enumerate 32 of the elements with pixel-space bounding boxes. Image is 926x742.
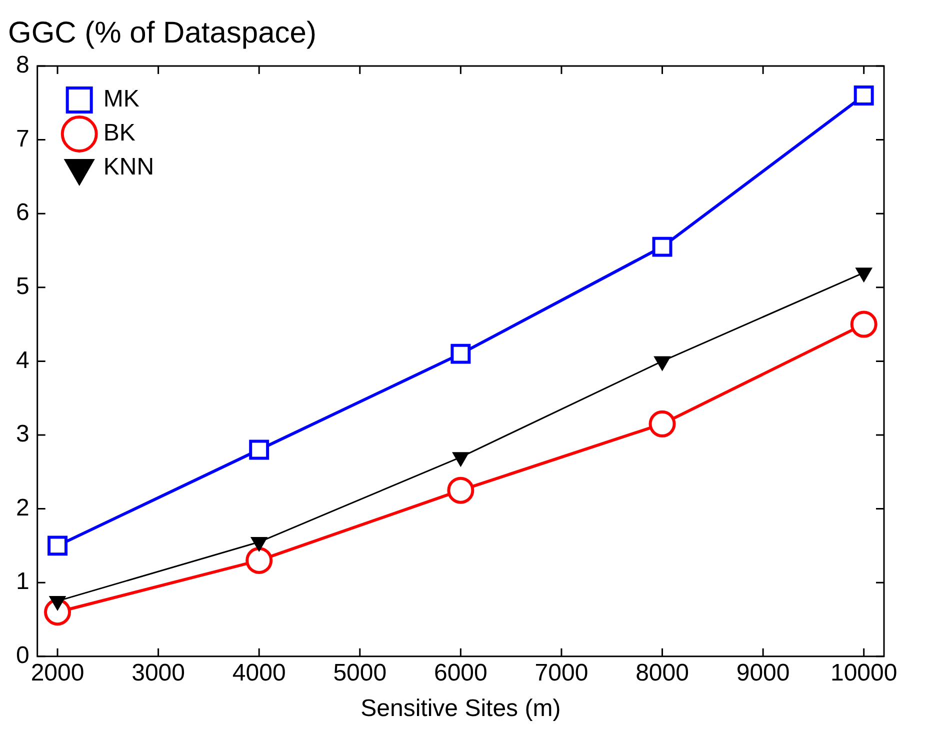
x-tick-label: 2000	[30, 659, 84, 686]
point	[652, 236, 672, 257]
y-tick-label: 6	[16, 199, 30, 226]
point	[48, 536, 68, 556]
legend-label: KNN	[103, 154, 154, 181]
x-tick-label: 3000	[132, 659, 185, 686]
x-tick-label: 8000	[636, 659, 689, 686]
y-tick-label: 3	[16, 420, 30, 448]
y-tick-label: 5	[16, 273, 30, 300]
point	[249, 440, 270, 460]
point	[854, 86, 874, 106]
y-tick-label: 1	[16, 568, 30, 596]
x-tick-label: 6000	[434, 659, 488, 686]
chart-title: GGC (% of Dataspace)	[8, 16, 316, 50]
x-tick-label: 7000	[534, 659, 588, 686]
point	[450, 344, 471, 364]
x-axis-title: Sensitive Sites (m)	[360, 695, 561, 722]
x-tick-label: 4000	[232, 659, 286, 686]
point	[850, 310, 878, 338]
y-tick-label: 0	[16, 642, 30, 670]
y-tick-label: 4	[16, 346, 30, 374]
y-tick-label: 2	[16, 494, 30, 522]
y-tick-label: 8	[16, 52, 30, 79]
legend-label: BK	[103, 120, 136, 147]
x-tick-label: 9000	[736, 659, 790, 686]
legend-label: MK	[103, 86, 140, 113]
point	[447, 476, 474, 504]
x-tick-label: 5000	[333, 659, 387, 686]
point	[246, 546, 273, 574]
x-tick-label: 10000	[830, 659, 898, 686]
y-tick-label: 7	[16, 125, 30, 152]
point	[648, 410, 676, 438]
